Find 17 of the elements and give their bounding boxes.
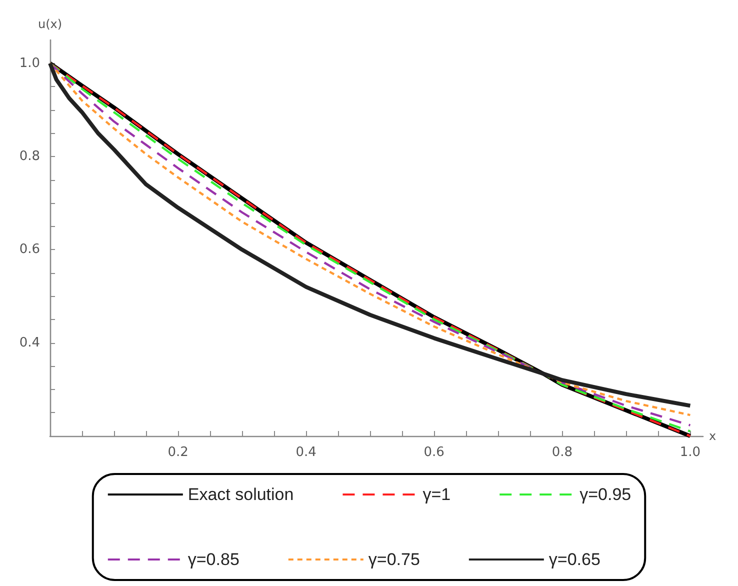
legend-label: γ=0.95	[580, 485, 632, 504]
x-tick-label: 0.4	[296, 445, 316, 460]
legend-label: γ=0.65	[548, 550, 600, 569]
y-axis-title: u(x)	[38, 17, 62, 31]
x-tick-label: 1.0	[680, 445, 701, 460]
y-tick-label: 0.6	[19, 242, 40, 258]
legend-label: γ=0.75	[368, 550, 420, 569]
y-tick-label: 0.8	[19, 148, 40, 164]
legend-label: γ=1	[422, 485, 451, 504]
legend-label: Exact solution	[188, 485, 294, 504]
x-axis-title: x	[709, 429, 716, 443]
x-tick-label: 0.6	[424, 445, 444, 460]
y-tick-label: 1.0	[19, 56, 40, 71]
legend-label: γ=0.85	[188, 550, 240, 569]
y-tick-label: 0.4	[19, 335, 40, 350]
x-tick-label: 0.8	[552, 445, 572, 460]
x-tick-label: 0.2	[168, 445, 188, 460]
